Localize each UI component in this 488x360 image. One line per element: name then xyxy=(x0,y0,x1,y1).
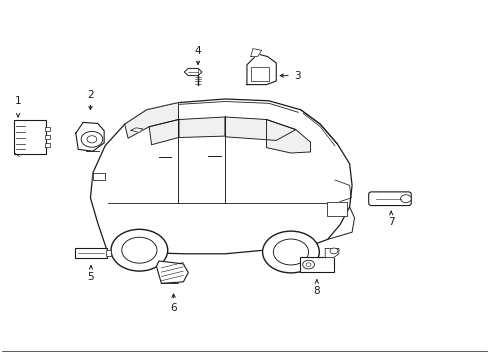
Circle shape xyxy=(111,229,167,271)
Circle shape xyxy=(262,231,319,273)
Polygon shape xyxy=(184,68,202,76)
Text: 8: 8 xyxy=(313,286,320,296)
Circle shape xyxy=(122,237,157,263)
Polygon shape xyxy=(266,120,310,153)
Polygon shape xyxy=(131,128,142,132)
FancyBboxPatch shape xyxy=(368,192,410,206)
Bar xyxy=(45,135,50,139)
Text: 2: 2 xyxy=(87,90,94,100)
Polygon shape xyxy=(124,103,178,138)
FancyBboxPatch shape xyxy=(300,257,334,272)
Circle shape xyxy=(329,248,337,254)
Text: 4: 4 xyxy=(194,46,201,56)
Bar xyxy=(45,143,50,147)
Bar xyxy=(45,127,50,131)
Text: 5: 5 xyxy=(87,272,94,282)
Bar xyxy=(326,202,346,216)
Polygon shape xyxy=(325,248,338,257)
Polygon shape xyxy=(76,122,104,151)
Bar xyxy=(106,251,111,256)
Text: 1: 1 xyxy=(15,96,21,106)
Polygon shape xyxy=(90,99,351,254)
Polygon shape xyxy=(156,261,188,283)
Circle shape xyxy=(302,260,314,269)
FancyBboxPatch shape xyxy=(75,248,106,258)
Text: 7: 7 xyxy=(387,217,394,228)
Polygon shape xyxy=(225,117,295,140)
Bar xyxy=(250,67,269,81)
Polygon shape xyxy=(179,117,224,138)
Circle shape xyxy=(305,263,310,266)
Polygon shape xyxy=(149,120,178,145)
Circle shape xyxy=(400,195,410,203)
Circle shape xyxy=(87,136,97,143)
Text: 3: 3 xyxy=(294,71,301,81)
Text: 6: 6 xyxy=(170,303,177,314)
Polygon shape xyxy=(246,54,276,85)
Polygon shape xyxy=(250,49,261,57)
Polygon shape xyxy=(93,173,105,180)
Circle shape xyxy=(273,239,308,265)
FancyBboxPatch shape xyxy=(14,120,46,154)
Circle shape xyxy=(81,131,102,147)
